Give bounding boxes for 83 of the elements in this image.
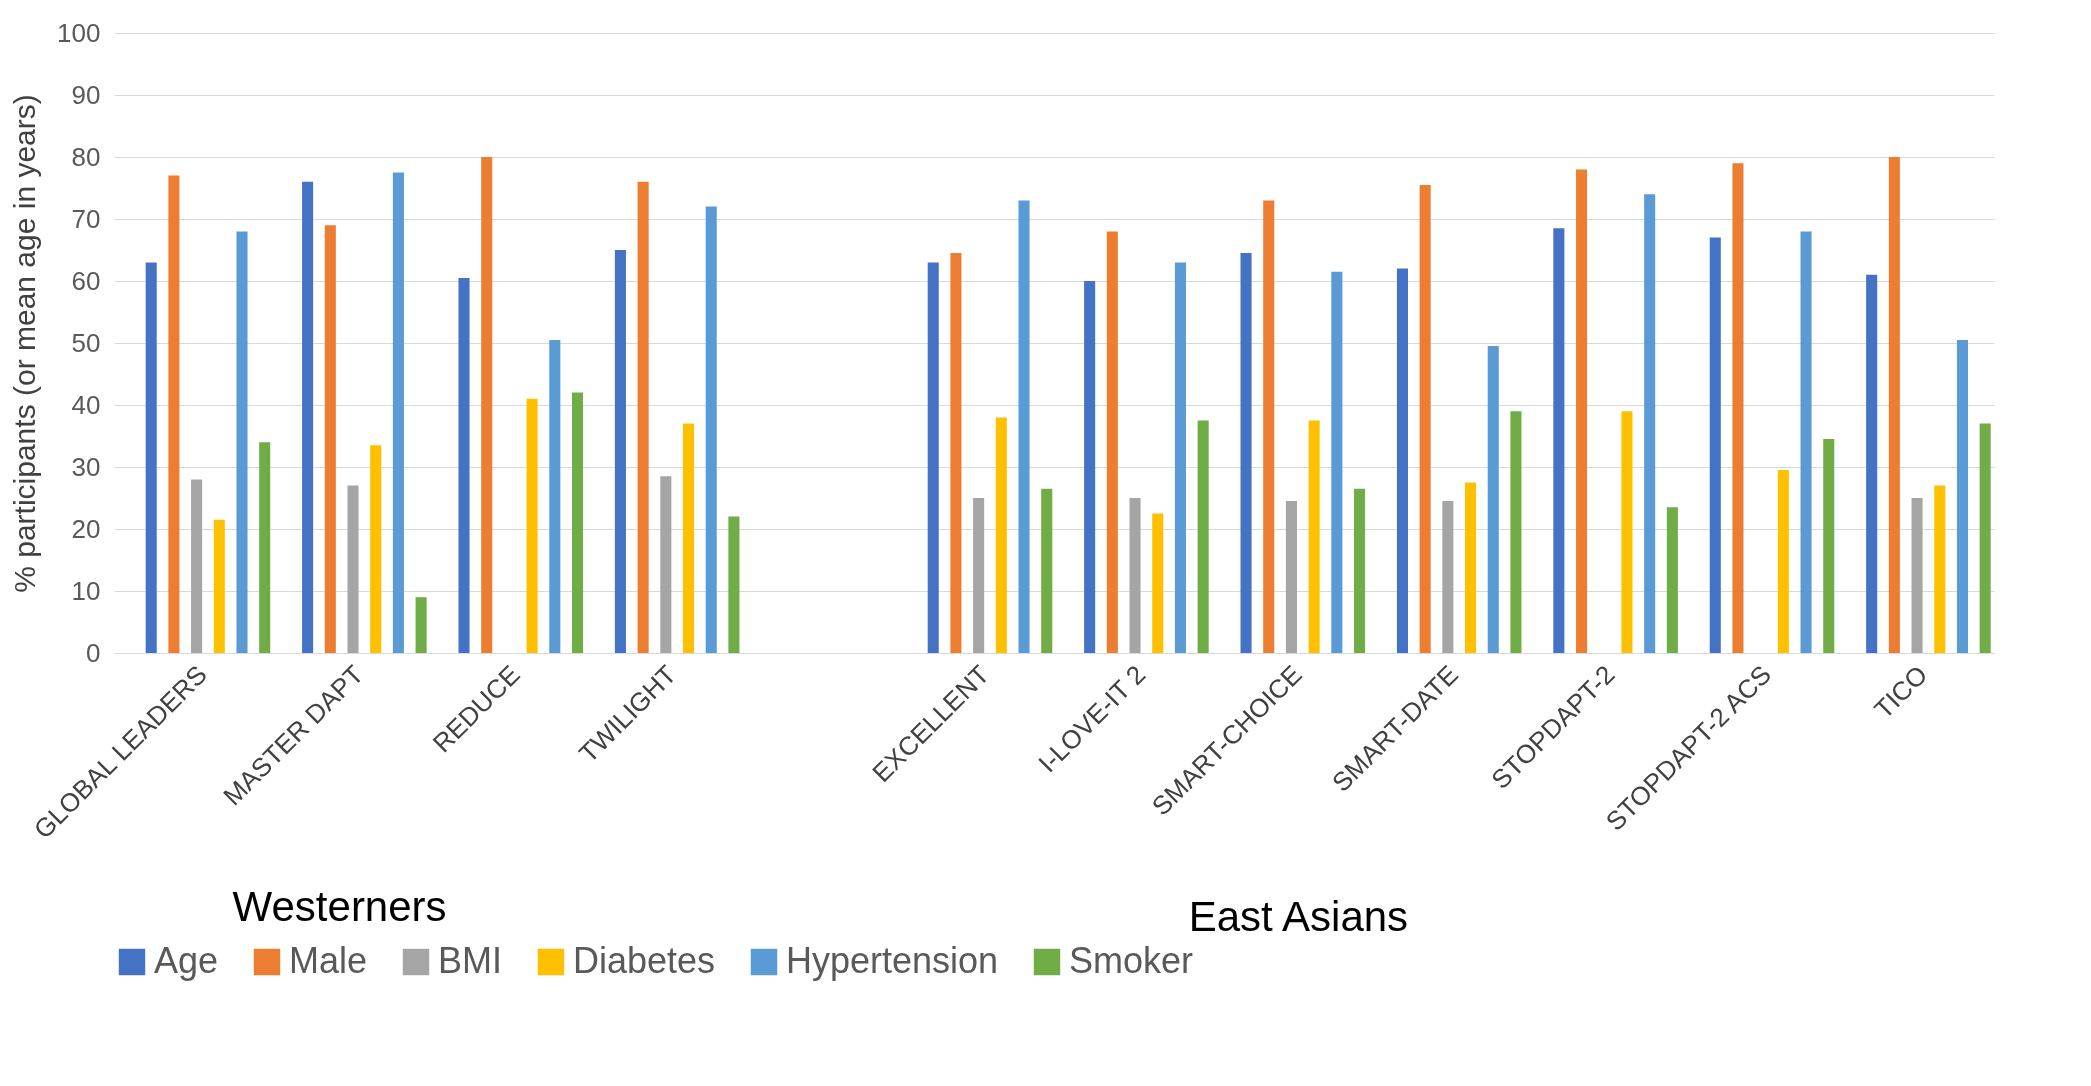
- y-axis-title: % participants (or mean age in years): [8, 94, 42, 593]
- bar: [168, 175, 180, 653]
- bar: [1084, 281, 1096, 653]
- bar: [1465, 482, 1477, 653]
- bar: [481, 157, 493, 653]
- y-tick-label: 20: [71, 513, 101, 544]
- bar: [1979, 423, 1991, 653]
- bar: [1018, 200, 1030, 653]
- bar: [1197, 420, 1209, 653]
- legend-label: Age: [154, 940, 219, 981]
- bar: [637, 181, 649, 653]
- bar: [392, 172, 404, 653]
- bar: [1800, 231, 1812, 653]
- bar: [1823, 439, 1835, 653]
- bar: [549, 339, 561, 653]
- bar: [728, 516, 740, 653]
- bar: [571, 392, 584, 653]
- y-tick-label: 40: [71, 389, 101, 420]
- bar: [682, 423, 695, 653]
- text: Westerners: [232, 883, 447, 930]
- bar: [1934, 485, 1946, 653]
- bar: [145, 262, 157, 653]
- bar: [995, 417, 1007, 653]
- bar: [1152, 513, 1164, 653]
- bar: [973, 498, 985, 653]
- y-tick-label: 60: [71, 265, 101, 296]
- bar: [1732, 163, 1744, 653]
- bar: [259, 442, 271, 653]
- bar: [1263, 200, 1275, 653]
- bar: [526, 398, 538, 653]
- legend-label: Diabetes: [573, 940, 716, 981]
- legend-label: Male: [289, 940, 368, 981]
- bar: [1285, 501, 1297, 653]
- bar: [324, 225, 336, 653]
- bar: [1354, 488, 1366, 653]
- bar: [415, 597, 427, 653]
- bar: [1666, 507, 1678, 653]
- bar: [1911, 498, 1923, 653]
- bar: [191, 479, 203, 653]
- legend-label: BMI: [438, 940, 503, 981]
- y-tick-label: 0: [86, 637, 101, 668]
- y-tick-label: 10: [71, 575, 101, 606]
- bar: [1553, 228, 1565, 653]
- y-tick-label: 100: [57, 17, 101, 48]
- bar: [1621, 411, 1633, 653]
- bar: [458, 277, 470, 653]
- bar: [614, 250, 626, 653]
- bar: [1174, 262, 1186, 653]
- bar: [1777, 470, 1789, 653]
- legend-label: Smoker: [1069, 940, 1194, 981]
- bar: [213, 519, 225, 653]
- bar: [1129, 498, 1141, 653]
- bar: [1106, 231, 1118, 653]
- text: East Asians: [1188, 893, 1409, 940]
- bar: [1956, 339, 1968, 653]
- bar: [1240, 253, 1252, 653]
- y-tick-label: 80: [71, 141, 101, 172]
- bar: [1709, 237, 1721, 653]
- y-tick-label: 50: [71, 327, 101, 358]
- bar: [1419, 184, 1431, 653]
- bar: [236, 231, 248, 653]
- legend-label: Hypertension: [786, 940, 999, 981]
- bar: [1331, 271, 1343, 653]
- y-tick-label: 70: [71, 203, 101, 234]
- bar: [1308, 420, 1320, 653]
- bar: [1888, 157, 1900, 653]
- bar: [927, 262, 939, 653]
- bar: [1442, 501, 1454, 653]
- bar: [302, 181, 314, 653]
- bar: [1510, 411, 1522, 653]
- bar: [705, 206, 717, 653]
- y-tick-label: 30: [71, 451, 101, 482]
- bar: [660, 476, 672, 653]
- bar: [347, 485, 359, 653]
- bar: [370, 445, 382, 653]
- bar: [1396, 268, 1408, 653]
- y-tick-label: 90: [71, 79, 101, 110]
- bar: [1041, 488, 1053, 653]
- bar: [1644, 194, 1656, 653]
- bar: [950, 253, 962, 653]
- bar: [1576, 169, 1588, 653]
- bar: [1487, 346, 1499, 653]
- bar: [1866, 274, 1878, 653]
